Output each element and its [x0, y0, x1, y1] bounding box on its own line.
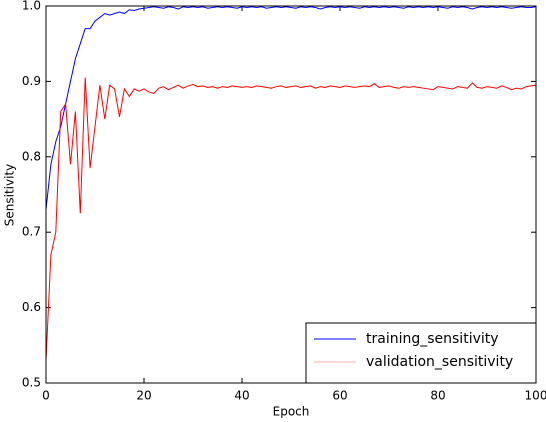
x-tick-label: 40 [234, 389, 249, 403]
y-tick-label: 0.8 [22, 149, 41, 163]
y-tick-label: 0.9 [22, 74, 41, 88]
x-tick-label: 80 [430, 389, 445, 403]
legend-label: training_sensitivity [366, 331, 499, 347]
legend-label: validation_sensitivity [366, 354, 513, 370]
x-tick-label: 0 [42, 389, 50, 403]
y-tick-label: 1.0 [22, 0, 41, 13]
data-line [45, 77, 537, 361]
legend-box [305, 322, 537, 384]
plot-frame [45, 5, 537, 384]
x-axis-label: Epoch [273, 405, 310, 419]
x-tick-label: 20 [136, 389, 151, 403]
y-axis-label: Sensitivity [3, 164, 17, 226]
y-tick-label: 0.7 [22, 225, 41, 239]
data-line [45, 6, 537, 210]
x-tick-label: 100 [525, 389, 546, 403]
y-tick-label: 0.5 [22, 376, 41, 390]
y-tick-label: 0.6 [22, 300, 41, 314]
x-tick-label: 60 [332, 389, 347, 403]
